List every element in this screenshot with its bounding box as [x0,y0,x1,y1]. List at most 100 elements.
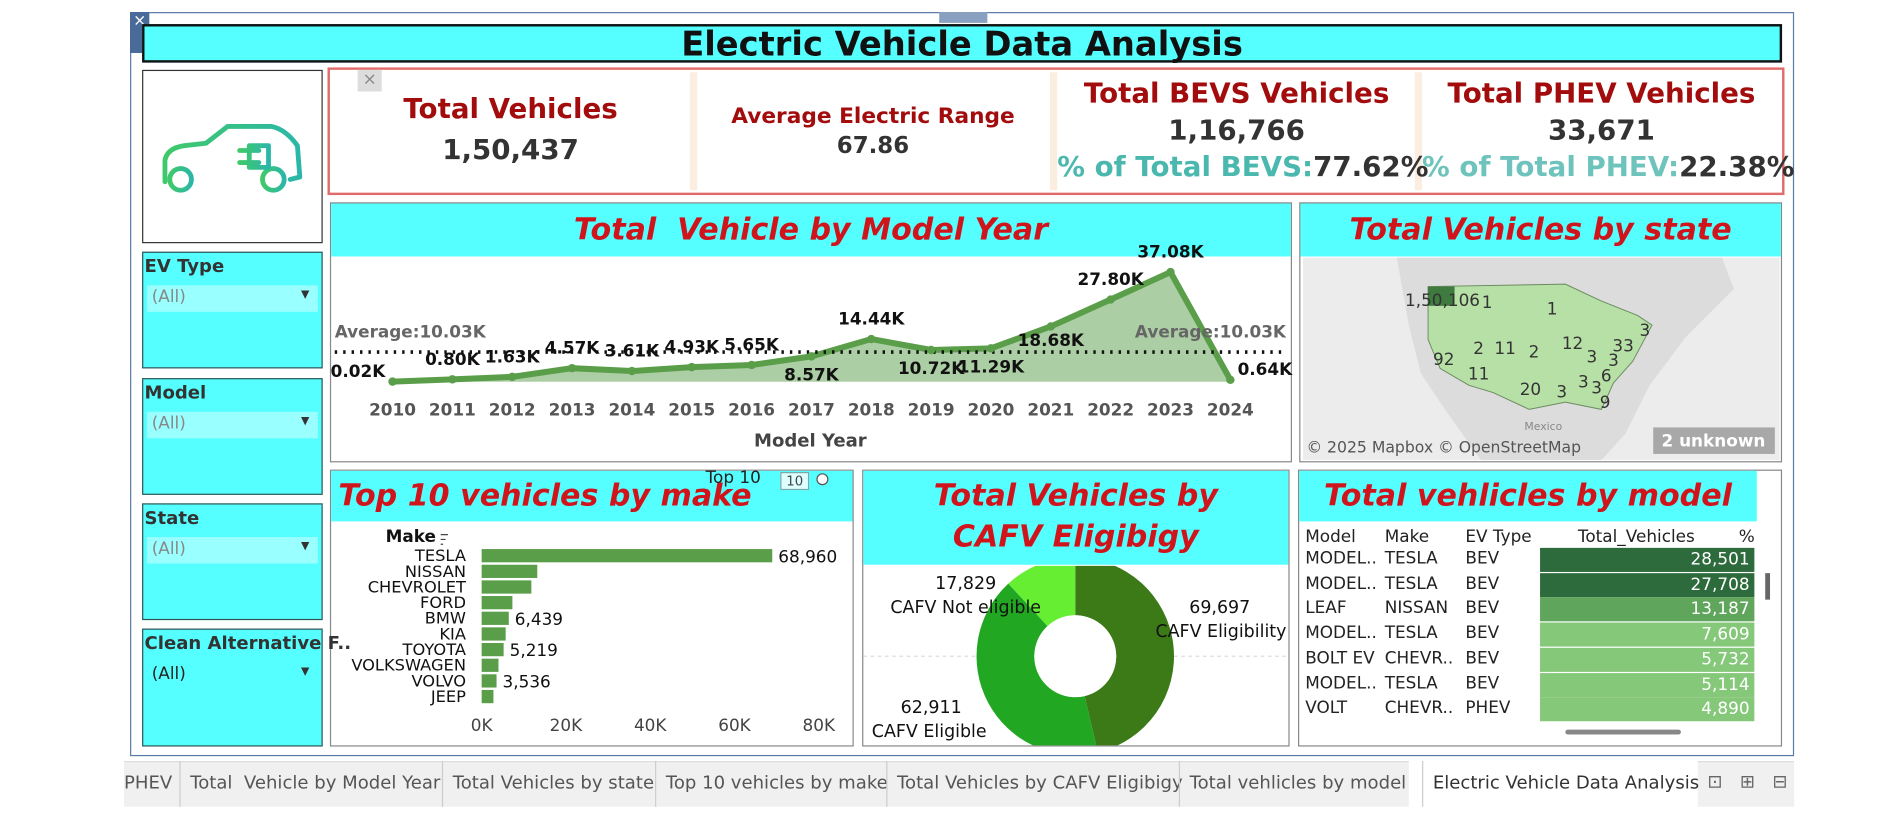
table-cell: BEV [1465,598,1500,619]
y-tick-label: TOYOTA [402,640,466,659]
drag-handle[interactable] [939,12,988,23]
tab[interactable]: Top 10 vehicles by make [665,771,888,794]
state-wa [1428,286,1455,306]
ev-logo [162,124,303,193]
filter-dropdown[interactable]: (All) [146,285,318,312]
reference-label: Average:10.03K [335,322,487,342]
data-label: 17,829 [935,574,996,594]
donut [863,565,1289,746]
data-label: 0.02K [331,361,387,381]
map-label: 33 [1612,336,1633,356]
table-cell: TESLA [1384,573,1438,594]
tab-action[interactable]: ⊞ [1739,770,1756,793]
filter-dropdown[interactable]: (All) [146,411,318,439]
dropdown-arrow[interactable]: ▼ [301,288,310,302]
unknown-badge[interactable] [1653,427,1775,454]
map-label: 92 [1433,349,1454,369]
x-tick-label: 2019 [908,399,955,419]
point [926,345,936,355]
filter-label: State [144,506,200,529]
point [807,352,816,361]
filter-dropdown[interactable]: (All) [146,537,318,564]
map-label: 11 [1494,338,1515,358]
table-cell: CHEVR.. [1384,698,1454,718]
kpi-value: 1,16,766 [1168,115,1305,147]
table-cell: MODEL.. [1305,549,1377,569]
dashboard-title: Electric Vehicle Data Analysis [142,24,1783,63]
tab-divider [179,760,181,807]
point [1166,267,1175,277]
table-header: Total_Vehicles [1577,527,1695,547]
filter-dropdown[interactable]: (All) [146,662,318,689]
kpi-value: 1,50,437 [442,134,579,167]
x-tick-label: 2014 [608,399,655,419]
y-tick-label: NISSAN [405,562,466,581]
bar [481,549,773,563]
tab[interactable]: Total Vehicles by CAFV Eligibigy [897,771,1183,794]
tab-divider [1178,760,1181,807]
map-attribution: © 2025 Mapbox © OpenStreetMap [1306,438,1581,457]
panel-title: Total Vehicles by state [1300,203,1781,257]
parameter-slider[interactable] [816,473,829,486]
table-header: Model [1305,527,1356,547]
data-label: 5.65K [724,335,780,355]
data-label: 0.80K [425,349,481,369]
remove-button[interactable]: × [357,69,382,92]
dropdown-arrow[interactable]: ▼ [301,540,310,553]
data-label: 27.80K [1077,269,1144,289]
reference-label: Average:10.03K [1135,322,1287,342]
x-tick-label: 2011 [429,399,476,419]
table-value-cell: 27,708 [1540,572,1755,597]
data-label: 3.61K [605,341,661,361]
point [448,375,457,384]
parameter-label: Top 10 [705,468,761,488]
table-cell: BEV [1465,623,1500,644]
parameter-input[interactable]: 10 [780,472,810,491]
dropdown-arrow[interactable]: ▼ [301,665,310,678]
table-value-cell: 4,890 [1540,697,1755,722]
table-cell: PHEV [1465,698,1511,718]
tab-action[interactable]: ⊟ [1772,770,1788,793]
data-label: 3,536 [503,672,551,692]
data-label: 10.72K [898,358,965,378]
unknown-label: 2 unknown [1661,431,1765,451]
bar [481,689,494,704]
scrollbar-thumb[interactable] [1565,729,1681,735]
area [392,272,1231,382]
bar [481,596,513,610]
data-label: 14.44K [838,309,905,329]
tab-active-bg [1408,760,1698,807]
table-cell: TESLA [1384,673,1438,693]
tab[interactable]: Total vehlicles by model [1189,771,1407,794]
scrollbar-thumb[interactable] [1765,573,1771,600]
donut-slice [1075,565,1174,746]
table-cell: VOLT [1305,698,1348,718]
x-tick-label: 2016 [728,399,775,419]
table-cell: MODEL.. [1305,623,1377,644]
tab-action[interactable]: ⊡ [1707,770,1723,793]
tab[interactable]: PHEV [124,771,173,794]
x-tick-label: 2013 [549,399,596,419]
panel-title: Total vehlicles by model [1299,470,1757,522]
map-label: 9 [1600,392,1611,412]
dropdown-arrow[interactable]: ▼ [301,415,310,428]
panel-title: Top 10 vehicles by make [331,470,853,522]
x-tick-label: 0K [471,715,494,735]
category-label: CAFV Not eligible [890,598,1041,618]
map-label: 1 [1547,298,1558,318]
data-label: 37.08K [1137,242,1204,262]
tab[interactable]: Total Vehicles by state [452,771,655,794]
table-value-cell: 7,609 [1540,622,1755,647]
tab[interactable]: Total Vehicle by Model Year [190,771,441,794]
point [508,372,517,382]
point [747,360,756,370]
kpi-label: Total Vehicles [403,93,618,126]
tab[interactable]: Electric Vehicle Data Analysis [1432,771,1700,794]
point [1046,322,1056,331]
filter-label: Clean Alternative F.. [144,632,352,654]
share-value: 77.62% [1313,151,1429,184]
data-label: 11.29K [958,356,1025,376]
kpi-divider [1049,72,1058,191]
